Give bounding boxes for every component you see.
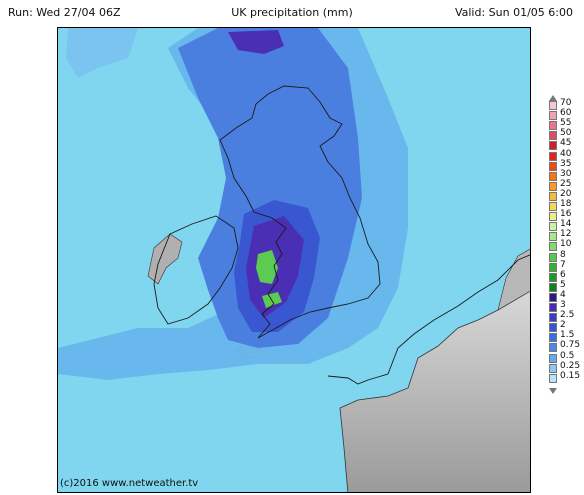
legend-value: 10	[560, 239, 572, 250]
legend-swatch	[549, 333, 557, 343]
legend-value: 55	[560, 118, 572, 129]
legend-value: 25	[560, 178, 572, 189]
legend-value: 5	[560, 279, 566, 290]
chart-title: UK precipitation (mm)	[231, 6, 353, 19]
legend-value: 8	[560, 249, 566, 260]
credit-text: (c)2016 www.netweather.tv	[60, 478, 199, 489]
coastline-ireland	[153, 215, 239, 325]
legend-value: 70	[560, 98, 572, 108]
legend-swatch	[549, 131, 557, 141]
legend-value: 0.25	[560, 360, 581, 371]
legend-swatch	[549, 282, 557, 292]
legend-value: 3	[560, 300, 566, 310]
legend-swatch	[549, 212, 557, 222]
coastline-gb	[219, 85, 381, 339]
legend-swatch	[549, 222, 557, 232]
legend-value: 1.5	[560, 330, 575, 341]
legend-bottom-arrow	[549, 388, 557, 394]
land-netherlands	[497, 248, 530, 311]
map-graphic	[58, 28, 530, 492]
legend-swatch	[549, 191, 557, 201]
legend-value: 2.5	[560, 310, 575, 321]
legend-swatch	[549, 252, 557, 262]
legend-swatch	[549, 303, 557, 312]
legend-value: 0.15	[560, 370, 581, 381]
legend-swatch	[549, 323, 557, 333]
legend-value: 50	[560, 128, 572, 139]
legend-value: 7	[560, 259, 566, 270]
legend-value: 12	[560, 229, 572, 240]
legend-value: 0.75	[560, 340, 581, 351]
legend-swatch	[549, 111, 557, 121]
legend-value: 45	[560, 138, 572, 149]
legend-swatch	[549, 363, 557, 373]
legend-swatch	[549, 313, 557, 323]
valid-time-label: Valid: Sun 01/05 6:00	[454, 6, 573, 19]
legend-value: 4	[560, 289, 566, 300]
legend-value: 0.5	[560, 350, 575, 361]
legend-value: 20	[560, 188, 572, 199]
legend-swatch	[549, 161, 557, 171]
legend-value: 14	[560, 219, 572, 230]
legend-swatch	[549, 373, 557, 383]
run-time-label: Run: Wed 27/04 06Z	[8, 6, 121, 19]
precipitation-map: (c)2016 www.netweather.tv	[57, 27, 531, 493]
precip-top-band	[228, 30, 284, 54]
coastline-france	[327, 254, 530, 385]
legend-value: 16	[560, 209, 572, 220]
legend-value: 2	[560, 320, 566, 331]
legend-swatch	[549, 101, 557, 110]
legend-swatch	[549, 141, 557, 151]
legend-value: 40	[560, 148, 572, 159]
legend-value: 60	[560, 108, 572, 119]
legend-swatch	[549, 272, 557, 282]
legend-value: 6	[560, 269, 566, 280]
legend-swatch	[549, 171, 557, 181]
legend-swatch	[549, 232, 557, 242]
precip-green-1	[256, 250, 278, 284]
legend-swatch	[549, 202, 557, 211]
legend-swatch	[549, 262, 557, 272]
legend-value: 30	[560, 168, 572, 179]
legend-top-arrow	[549, 95, 557, 101]
legend-value: 18	[560, 199, 572, 209]
legend-swatch	[549, 353, 557, 363]
legend-swatch	[549, 292, 557, 302]
legend-swatch	[549, 242, 557, 252]
legend-swatch	[549, 181, 557, 191]
precip-light-north	[66, 28, 138, 78]
legend-value: 35	[560, 158, 572, 169]
legend-swatch	[549, 151, 557, 161]
legend-swatch	[549, 343, 557, 353]
precip-moderate	[178, 28, 362, 348]
legend-swatch	[549, 121, 557, 131]
